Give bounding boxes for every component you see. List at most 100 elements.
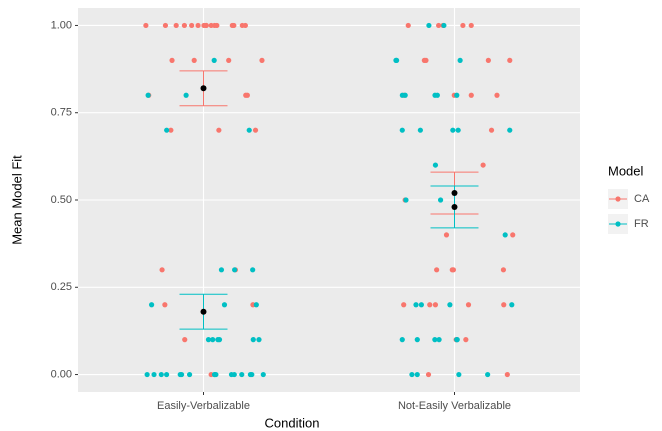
point <box>423 57 429 63</box>
point <box>417 127 423 133</box>
point <box>195 22 201 29</box>
y-tick-label: 0.25 <box>51 281 72 293</box>
legend-label: CA <box>634 193 650 205</box>
point <box>441 22 447 29</box>
point <box>432 302 439 308</box>
plot-panel <box>78 8 580 392</box>
legend-label: FR <box>634 218 649 230</box>
point <box>214 22 220 29</box>
point <box>447 302 453 308</box>
point <box>468 92 474 98</box>
point <box>507 127 513 133</box>
point <box>203 22 209 29</box>
point <box>402 92 408 98</box>
point <box>164 127 170 133</box>
point <box>450 127 456 133</box>
point <box>454 92 460 98</box>
point <box>432 92 438 98</box>
mean-point <box>451 203 458 210</box>
y-tick-label: 0.75 <box>51 107 72 119</box>
point <box>246 127 252 133</box>
point <box>418 302 424 308</box>
point <box>163 371 170 378</box>
point <box>488 127 495 133</box>
point <box>243 92 249 98</box>
point <box>485 371 491 378</box>
point <box>414 337 420 343</box>
point <box>450 267 457 273</box>
point <box>432 162 439 168</box>
point <box>434 267 440 273</box>
point <box>507 57 513 63</box>
point <box>502 232 508 238</box>
point <box>468 22 474 29</box>
point <box>211 57 217 63</box>
point <box>463 337 469 343</box>
point <box>436 22 442 29</box>
point <box>253 302 259 308</box>
legend-title: Model <box>608 163 644 178</box>
legend-point <box>615 221 621 227</box>
point <box>231 371 237 378</box>
point <box>409 371 415 378</box>
point <box>169 57 175 63</box>
point <box>457 57 463 63</box>
point <box>143 22 149 29</box>
point <box>436 337 442 343</box>
point <box>250 337 256 343</box>
point <box>216 127 222 133</box>
point <box>168 127 174 133</box>
point <box>456 371 462 378</box>
y-tick-label: 0.00 <box>51 368 72 380</box>
point <box>454 337 460 343</box>
point <box>177 371 183 378</box>
point <box>494 92 500 98</box>
point <box>427 302 433 308</box>
mean-point <box>451 190 458 197</box>
point <box>509 302 515 308</box>
legend-point <box>615 196 621 202</box>
point <box>162 22 169 29</box>
point <box>211 371 218 378</box>
point <box>414 371 420 378</box>
point <box>403 197 409 203</box>
point <box>510 232 516 238</box>
point <box>191 57 197 63</box>
point <box>399 337 405 343</box>
point <box>148 302 155 308</box>
point <box>151 371 157 378</box>
point <box>259 57 265 63</box>
point <box>210 337 216 343</box>
point <box>144 371 150 378</box>
point <box>405 22 411 29</box>
point <box>218 267 225 273</box>
point <box>231 22 237 29</box>
point <box>432 337 438 343</box>
point <box>221 302 228 308</box>
point <box>232 267 238 273</box>
point <box>425 371 432 378</box>
x-tick-label: Not-Easily Verbalizable <box>398 400 511 412</box>
point <box>501 302 507 308</box>
point <box>247 371 253 378</box>
point <box>145 92 151 98</box>
point <box>465 302 472 308</box>
point <box>215 337 221 343</box>
point <box>173 22 179 29</box>
point <box>480 162 486 168</box>
point <box>252 127 259 133</box>
y-tick-label: 1.00 <box>51 19 72 31</box>
point <box>426 22 432 29</box>
y-axis-title: Mean Model Fit <box>9 155 24 245</box>
point <box>205 337 212 343</box>
y-tick-label: 0.50 <box>51 194 72 206</box>
point <box>485 57 491 63</box>
x-axis-title: Condition <box>265 415 320 430</box>
point <box>437 197 444 203</box>
point <box>183 92 189 98</box>
point <box>455 127 461 133</box>
point <box>443 232 450 238</box>
point <box>250 267 256 273</box>
point <box>182 337 188 343</box>
